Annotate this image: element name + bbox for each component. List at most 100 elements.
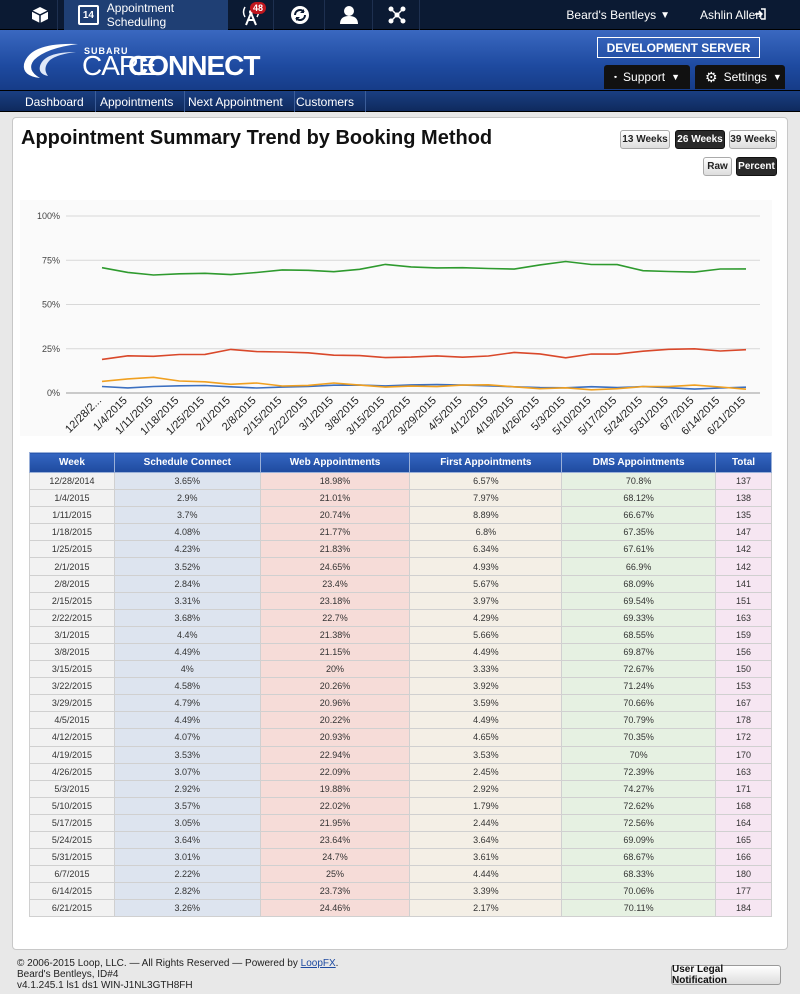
logo-swoosh-icon [23,43,78,78]
cell-schedule-connect: 3.57% [113,796,261,815]
support-button[interactable]: Support ▼ [604,65,690,89]
cell-week: 6/7/2015 [29,865,115,884]
nav-appointments[interactable]: Appointments [89,91,186,112]
table-row: 5/17/2015 3.05% 21.95% 2.44% 72.56% 164 [29,813,772,832]
range-13-weeks-button[interactable]: 13 Weeks [620,130,670,149]
cell-dms-appointments: 72.67% [561,660,717,679]
cell-dms-appointments: 69.54% [561,591,717,610]
loopfx-link[interactable]: LoopFX [300,958,336,969]
footer: © 2006-2015 Loop, LLC. — All Rights Rese… [17,958,338,991]
cell-web-appointments: 20.26% [259,677,411,696]
cell-dms-appointments: 70.11% [561,899,717,918]
cell-web-appointments: 23.4% [259,574,411,593]
logo-care: CARE [82,50,157,81]
cell-schedule-connect: 4.79% [113,694,261,713]
table-header-row: Week Schedule Connect Web Appointments Firs… [29,452,772,473]
logout-icon[interactable] [754,8,766,20]
cell-dms-appointments: 70% [561,745,717,764]
cell-schedule-connect: 4.49% [113,711,261,730]
cell-dms-appointments: 69.09% [561,830,717,850]
cell-week: 6/14/2015 [29,882,115,901]
column-header-dms-appointments[interactable]: DMS Appointments [561,452,717,473]
cell-web-appointments: 20.93% [259,728,411,747]
cell-dms-appointments: 68.33% [561,865,717,884]
caret-down-icon: ▼ [671,72,680,82]
cell-week: 3/8/2015 [29,642,115,662]
nav-dashboard[interactable]: Dashboard [14,91,96,112]
cell-week: 2/1/2015 [29,557,115,576]
column-header-total[interactable]: Total [715,452,772,473]
cell-total: 147 [715,523,772,542]
cell-week: 1/18/2015 [29,523,115,542]
range-26-weeks-button[interactable]: 26 Weeks [675,130,725,149]
network-icon[interactable] [374,0,420,30]
percent-mode-button[interactable]: Percent [736,157,777,176]
cell-total: 177 [715,882,772,901]
cell-first-appointments: 4.65% [409,728,563,747]
sync-icon[interactable] [275,0,325,30]
cell-first-appointments: 3.53% [409,745,563,764]
caret-down-icon: ▼ [660,9,670,21]
cell-dms-appointments: 70.8% [561,471,717,491]
table-body: 12/28/2014 3.65% 18.98% 6.57% 70.8% 137 1/4/20… [29,471,772,918]
cell-web-appointments: 23.73% [259,882,411,901]
cell-week: 3/1/2015 [29,625,115,644]
cell-schedule-connect: 3.65% [113,471,261,491]
nav-next-appointment[interactable]: Next Appointment [177,91,295,112]
cell-web-appointments: 21.38% [259,625,411,644]
table-row: 3/29/2015 4.79% 20.96% 3.59% 70.66% 167 [29,694,772,713]
cell-week: 1/25/2015 [29,540,115,559]
table-row: 2/15/2015 3.31% 23.18% 3.97% 69.54% 151 [29,591,772,610]
cell-week: 3/22/2015 [29,677,115,696]
cell-schedule-connect: 4.07% [113,728,261,747]
cell-week: 1/11/2015 [29,506,115,525]
cell-dms-appointments: 70.66% [561,694,717,713]
cell-schedule-connect: 4% [113,660,261,679]
user-legal-notification-button[interactable]: User Legal Notification [671,964,781,986]
column-header-week[interactable]: Week [29,452,115,473]
user-icon[interactable] [326,0,373,30]
box-icon[interactable] [22,0,58,30]
nav-customers[interactable]: Customers [285,91,367,112]
version-line: v4.1.245.1 ls1 ds1 WIN-J1NL3GTH8FH [17,980,193,991]
notifications-button[interactable]: 48 [228,0,274,30]
cell-first-appointments: 6.57% [409,471,563,491]
cell-total: 167 [715,694,772,713]
table-row: 1/25/2015 4.23% 21.83% 6.34% 67.61% 142 [29,540,772,559]
copyright-line: © 2006-2015 Loop, LLC. — All Rights Rese… [17,958,338,969]
cell-dms-appointments: 68.67% [561,848,717,867]
chart-background [20,200,772,436]
dealer-name: Beard's Bentleys [566,8,657,22]
column-header-first-appointments[interactable]: First Appointments [409,452,563,473]
column-header-schedule-connect[interactable]: Schedule Connect [113,452,261,473]
user-name[interactable]: Ashlin Allen [699,8,762,22]
range-39-weeks-button[interactable]: 39 Weeks [729,130,777,149]
cell-schedule-connect: 3.53% [113,745,261,764]
cell-week: 12/28/2014 [29,471,115,491]
table-row: 3/8/2015 4.49% 21.15% 4.49% 69.87% 156 [29,642,772,662]
cell-total: 151 [715,591,772,610]
cell-dms-appointments: 68.12% [561,489,717,508]
cell-dms-appointments: 72.56% [561,813,717,832]
appointment-scheduling-tab[interactable]: 14 Appointment Scheduling [64,0,228,30]
cell-first-appointments: 2.17% [409,899,563,918]
cell-total: 156 [715,642,772,662]
gear-icon: ⚙ [705,68,718,85]
table-row: 4/12/2015 4.07% 20.93% 4.65% 70.35% 172 [29,728,772,747]
cell-total: 153 [715,677,772,696]
column-header-web-appointments[interactable]: Web Appointments [259,452,411,473]
cell-first-appointments: 1.79% [409,796,563,815]
cell-schedule-connect: 3.26% [113,899,261,918]
settings-button[interactable]: ⚙ Settings ▼ [695,65,785,89]
trend-chart: 0% 25% 50% 75% 100% 12/28/2... 1/4/2015 1/11/20… [20,200,772,436]
raw-mode-button[interactable]: Raw [703,157,732,176]
cell-dms-appointments: 69.33% [561,608,717,627]
cell-first-appointments: 2.92% [409,779,563,798]
cell-web-appointments: 21.15% [259,642,411,662]
caret-down-icon: ▼ [772,72,782,82]
table-row: 1/4/2015 2.9% 21.01% 7.97% 68.12% 138 [29,489,772,508]
cell-web-appointments: 20.96% [259,694,411,713]
cell-week: 6/21/2015 [29,899,115,918]
cell-web-appointments: 24.46% [259,899,411,918]
dealer-selector[interactable]: Beard's Bentleys ▼ [566,0,670,30]
